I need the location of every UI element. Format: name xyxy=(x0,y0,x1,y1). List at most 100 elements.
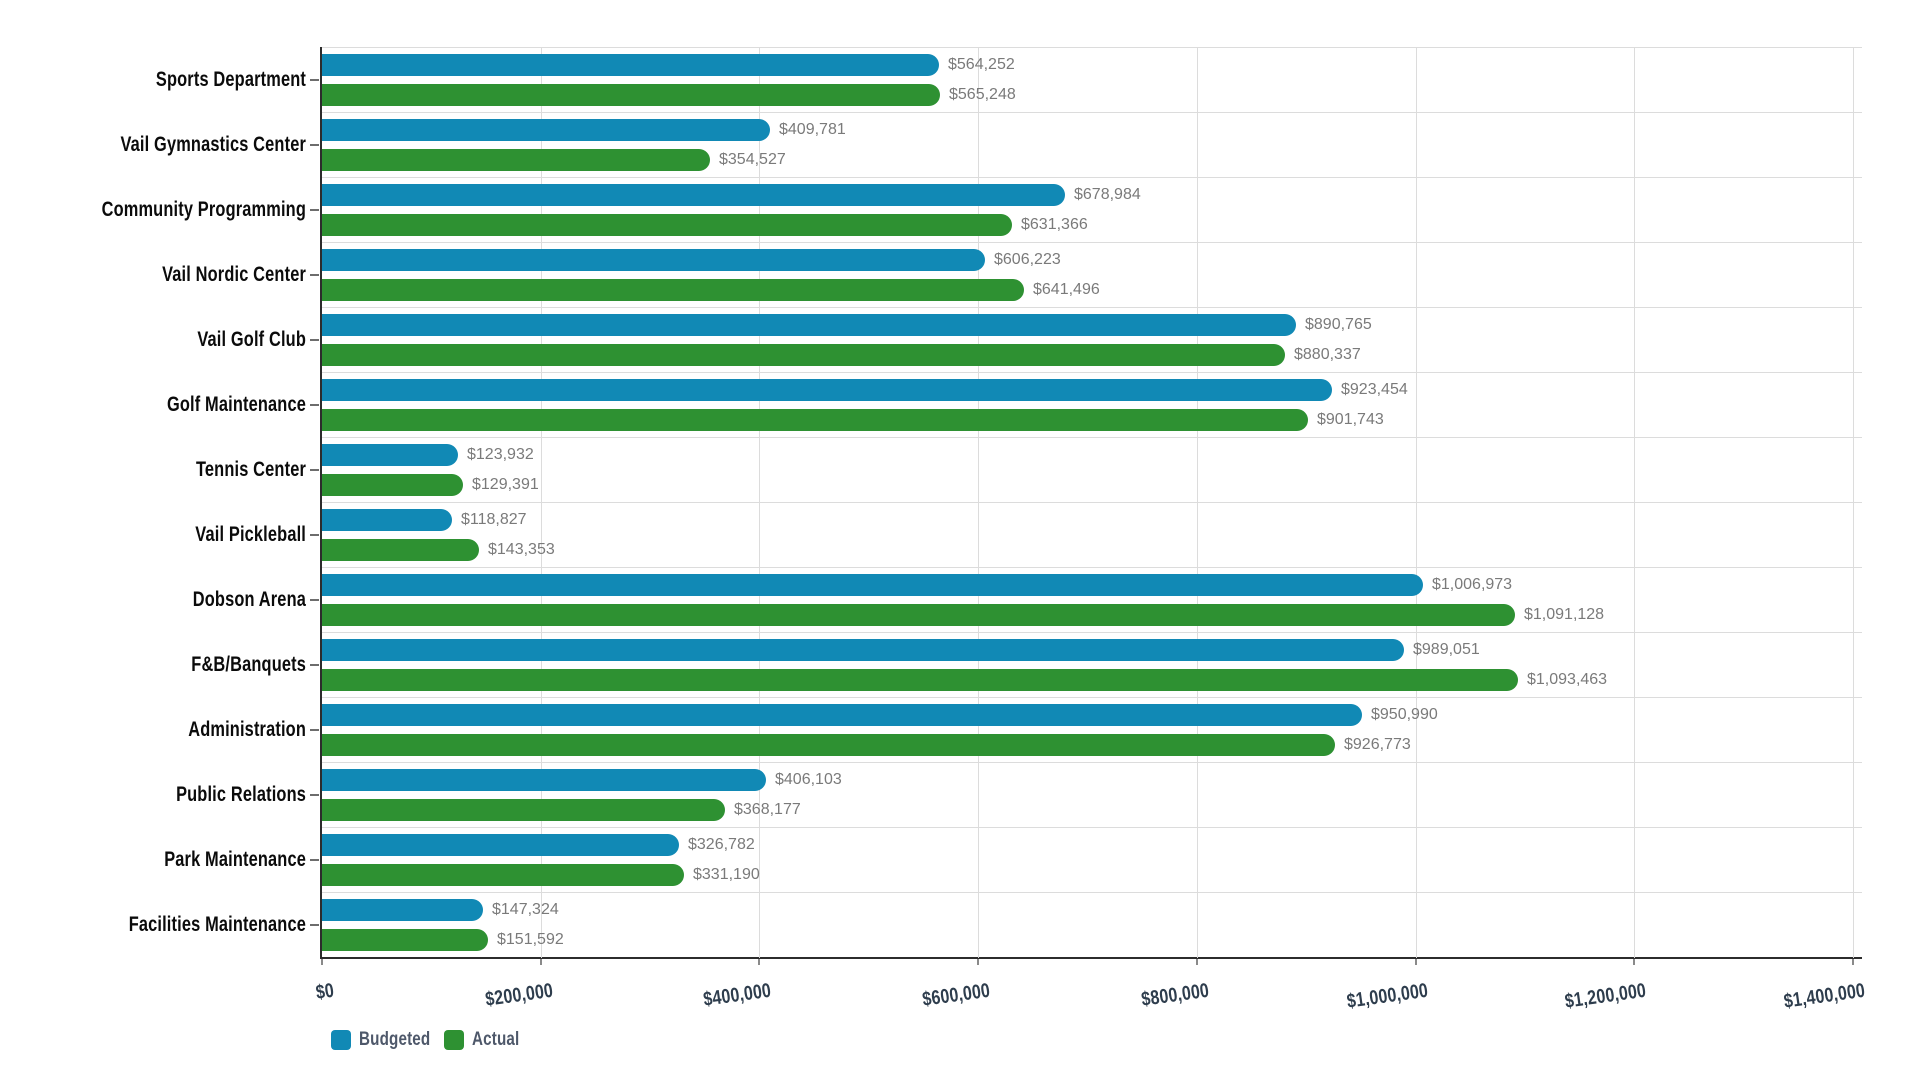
bar-value-label: $409,781 xyxy=(779,120,846,138)
bar-value-label: $326,782 xyxy=(688,835,755,853)
bar-value-label: $641,496 xyxy=(1033,280,1100,298)
bar-value-label: $880,337 xyxy=(1294,345,1361,363)
category-label: Tennis Center xyxy=(195,457,306,481)
gridline-horizontal xyxy=(322,437,1862,438)
x-axis-tick xyxy=(1414,959,1417,965)
legend-item-budgeted[interactable]: Budgeted xyxy=(331,1029,434,1051)
bar-actual[interactable] xyxy=(322,148,710,171)
bar-actual[interactable] xyxy=(322,798,725,821)
x-axis-tick xyxy=(1195,959,1198,965)
bar-actual[interactable] xyxy=(322,538,479,561)
legend-swatch-actual xyxy=(444,1030,465,1050)
gridline-horizontal xyxy=(322,47,1862,48)
x-axis-tick xyxy=(539,959,542,965)
category-label: Sports Department xyxy=(155,67,306,91)
bar-value-label: $129,391 xyxy=(472,475,539,493)
bar-budgeted[interactable] xyxy=(322,703,1362,726)
category-label: Dobson Arena xyxy=(192,587,306,611)
legend-label: Budgeted xyxy=(359,1029,431,1050)
bar-value-label: $606,223 xyxy=(994,250,1061,268)
bar-actual[interactable] xyxy=(322,473,463,496)
x-axis-tick-label: $600,000 xyxy=(921,979,992,1011)
bar-budgeted[interactable] xyxy=(322,53,939,76)
bar-value-label: $151,592 xyxy=(497,930,564,948)
bar-budgeted[interactable] xyxy=(322,378,1332,401)
legend-swatch-budgeted xyxy=(331,1030,351,1050)
category-label: Vail Nordic Center xyxy=(162,262,306,286)
category-label: F&B/Banquets xyxy=(191,652,306,676)
bar-budgeted[interactable] xyxy=(322,768,766,791)
category-label: Facilities Maintenance xyxy=(128,912,306,936)
bar-actual[interactable] xyxy=(322,863,684,886)
x-axis-tick-label: $800,000 xyxy=(1139,979,1211,1011)
y-axis-tick xyxy=(310,858,319,861)
x-axis-tick xyxy=(758,959,761,965)
category-label: Vail Gymnastics Center xyxy=(120,132,306,156)
bar-budgeted[interactable] xyxy=(322,573,1423,596)
bar-value-label: $1,091,128 xyxy=(1524,605,1605,623)
bar-actual[interactable] xyxy=(322,603,1515,626)
bar-actual[interactable] xyxy=(322,83,940,106)
bar-actual[interactable] xyxy=(322,928,488,951)
gridline-horizontal xyxy=(322,567,1862,568)
bar-budgeted[interactable] xyxy=(322,508,452,531)
y-axis-tick xyxy=(310,403,319,406)
x-axis-tick-label: $0 xyxy=(314,979,336,1004)
bar-value-label: $565,248 xyxy=(949,85,1016,103)
bar-value-label: $1,006,973 xyxy=(1432,575,1513,593)
bar-budgeted[interactable] xyxy=(322,183,1065,206)
gridline-horizontal xyxy=(322,242,1862,243)
bar-actual[interactable] xyxy=(322,213,1012,236)
x-axis-tick xyxy=(1633,959,1636,965)
bar-value-label: $678,984 xyxy=(1074,185,1141,203)
gridline-horizontal xyxy=(322,307,1862,308)
bar-value-label: $901,743 xyxy=(1317,410,1384,428)
chart-legend: Budgeted Actual xyxy=(331,1029,520,1051)
bar-budgeted[interactable] xyxy=(322,248,985,271)
bar-value-label: $368,177 xyxy=(734,800,801,818)
x-axis-tick xyxy=(977,959,980,965)
x-axis-tick-label: $400,000 xyxy=(702,979,773,1011)
x-axis-tick-label: $200,000 xyxy=(483,979,555,1011)
x-axis-tick-label: $1,200,000 xyxy=(1563,979,1648,1013)
gridline-horizontal xyxy=(322,762,1862,763)
gridline-horizontal xyxy=(322,632,1862,633)
x-axis-line xyxy=(320,957,1862,959)
category-label: Park Maintenance xyxy=(164,847,306,871)
bar-actual[interactable] xyxy=(322,733,1335,756)
bar-budgeted[interactable] xyxy=(322,898,483,921)
y-axis-tick xyxy=(310,78,319,81)
bar-actual[interactable] xyxy=(322,408,1308,431)
bar-value-label: $631,366 xyxy=(1021,215,1088,233)
y-axis-tick xyxy=(310,793,319,796)
category-label: Golf Maintenance xyxy=(166,392,306,416)
bar-actual[interactable] xyxy=(322,343,1285,366)
x-axis-tick xyxy=(321,959,323,965)
legend-label: Actual xyxy=(472,1029,520,1050)
bar-value-label: $989,051 xyxy=(1413,640,1480,658)
category-label: Community Programming xyxy=(101,197,306,221)
bar-budgeted[interactable] xyxy=(322,833,679,856)
bar-value-label: $950,990 xyxy=(1371,705,1438,723)
bar-budgeted[interactable] xyxy=(322,118,770,141)
gridline-horizontal xyxy=(322,697,1862,698)
legend-item-actual[interactable]: Actual xyxy=(444,1029,520,1051)
bar-budgeted[interactable] xyxy=(322,313,1296,336)
y-axis-tick xyxy=(310,598,319,601)
bar-value-label: $923,454 xyxy=(1341,380,1408,398)
x-axis-tick-label: $1,400,000 xyxy=(1782,979,1867,1013)
y-axis-tick xyxy=(310,923,319,926)
bar-budgeted[interactable] xyxy=(322,443,458,466)
category-label: Vail Golf Club xyxy=(197,327,306,351)
y-axis-tick xyxy=(310,338,319,341)
bar-value-label: $123,932 xyxy=(467,445,534,463)
x-axis-tick xyxy=(1852,959,1854,965)
y-axis-tick xyxy=(310,208,319,211)
gridline-horizontal xyxy=(322,177,1862,178)
bar-actual[interactable] xyxy=(322,278,1024,301)
bar-budgeted[interactable] xyxy=(322,638,1404,661)
bar-actual[interactable] xyxy=(322,668,1518,691)
y-axis-tick xyxy=(310,663,319,666)
gridline-horizontal xyxy=(322,112,1862,113)
